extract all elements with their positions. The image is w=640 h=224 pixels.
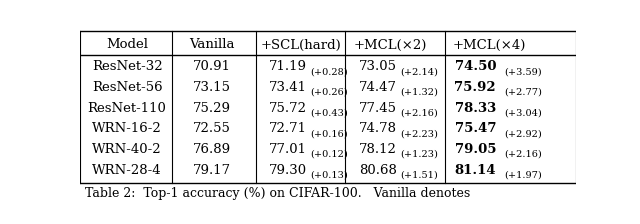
Text: (+1.32): (+1.32) [400,88,438,97]
Text: 78.12: 78.12 [358,143,397,156]
Text: 74.50: 74.50 [454,60,496,73]
Text: 80.68: 80.68 [358,164,397,177]
Text: (+0.28): (+0.28) [310,67,348,76]
Text: (+1.23): (+1.23) [400,150,438,159]
Text: ResNet-110: ResNet-110 [88,102,166,115]
Text: (+2.92): (+2.92) [504,129,542,138]
Text: (+0.26): (+0.26) [310,88,348,97]
Text: (+2.16): (+2.16) [400,109,438,118]
Text: (+3.59): (+3.59) [504,67,541,76]
Text: 72.55: 72.55 [193,123,230,136]
Text: (+0.16): (+0.16) [310,129,348,138]
Text: WRN-40-2: WRN-40-2 [92,143,162,156]
Text: 81.14: 81.14 [454,164,496,177]
Text: Vanilla: Vanilla [189,39,234,52]
Text: WRN-16-2: WRN-16-2 [92,123,162,136]
Text: 78.33: 78.33 [454,102,496,115]
Text: (+1.97): (+1.97) [504,171,542,180]
Text: (+0.13): (+0.13) [310,171,348,180]
Text: 74.78: 74.78 [358,123,397,136]
Text: 75.72: 75.72 [269,102,307,115]
Text: ResNet-32: ResNet-32 [92,60,163,73]
Text: 76.89: 76.89 [193,143,230,156]
Text: 79.30: 79.30 [269,164,307,177]
Text: 73.05: 73.05 [358,60,397,73]
Text: 77.45: 77.45 [358,102,397,115]
Text: +MCL(×4): +MCL(×4) [452,39,526,52]
Text: 73.41: 73.41 [269,81,307,94]
Text: ResNet-56: ResNet-56 [92,81,163,94]
Text: 75.92: 75.92 [454,81,496,94]
Text: (+3.04): (+3.04) [504,109,542,118]
Text: (+2.23): (+2.23) [400,129,438,138]
Text: Table 2:  Top-1 accuracy (%) on CIFAR-100.   Vanilla denotes: Table 2: Top-1 accuracy (%) on CIFAR-100… [85,187,470,200]
Text: (+0.43): (+0.43) [310,109,348,118]
Text: (+2.16): (+2.16) [504,150,542,159]
Text: 75.29: 75.29 [193,102,230,115]
Text: +MCL(×2): +MCL(×2) [353,39,427,52]
Text: (+1.51): (+1.51) [400,171,438,180]
Text: WRN-28-4: WRN-28-4 [92,164,162,177]
Text: 79.17: 79.17 [193,164,230,177]
Text: 79.05: 79.05 [454,143,496,156]
Text: (+2.14): (+2.14) [400,67,438,76]
Text: Model: Model [106,39,148,52]
Text: 70.91: 70.91 [193,60,230,73]
Text: 73.15: 73.15 [193,81,230,94]
Text: +SCL(hard): +SCL(hard) [260,39,341,52]
Text: 75.47: 75.47 [454,123,496,136]
Text: (+2.77): (+2.77) [504,88,542,97]
Text: 74.47: 74.47 [358,81,397,94]
Text: 77.01: 77.01 [269,143,307,156]
Text: 71.19: 71.19 [269,60,307,73]
Text: (+0.12): (+0.12) [310,150,348,159]
Text: 72.71: 72.71 [269,123,307,136]
